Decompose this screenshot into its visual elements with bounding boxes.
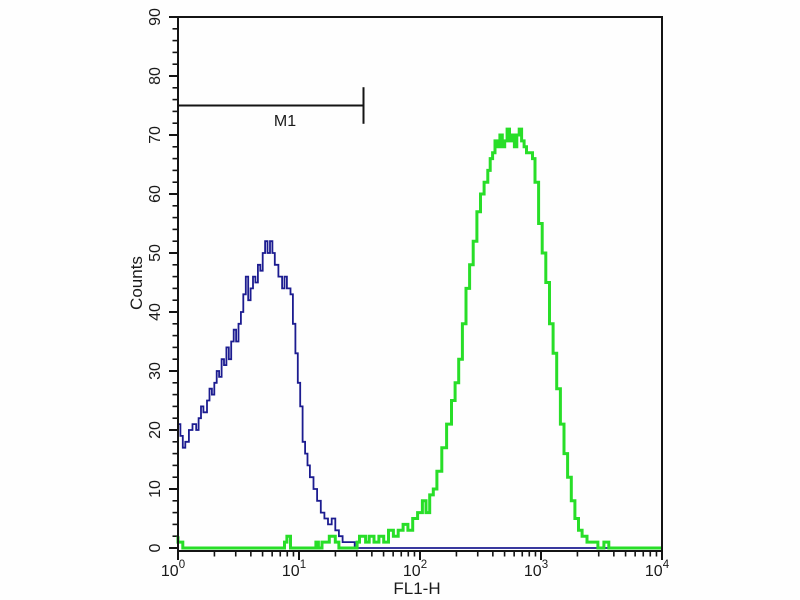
y-tick-label: 90	[147, 8, 164, 26]
y-tick-label: 70	[147, 126, 164, 144]
blue-negative-control-curve	[177, 16, 662, 549]
x-tick-label: 100	[161, 559, 185, 580]
green-positive-stain-curve	[176, 127, 662, 550]
y-tick-label: 30	[147, 362, 164, 380]
x-tick-label: 104	[645, 559, 670, 580]
x-tick-label: 102	[403, 559, 427, 580]
plot-frame	[177, 16, 663, 552]
y-tick-label: 20	[147, 421, 164, 439]
y-tick-label: 10	[147, 480, 164, 498]
x-tick-label: 101	[282, 559, 306, 580]
y-tick-label: 60	[147, 185, 164, 203]
y-tick-label: 50	[147, 244, 164, 262]
chart-generated-layer: 100 101 102 103 104 0 10 20 30 40 50 60 70 80 90	[147, 8, 670, 580]
y-tick-label: 80	[147, 67, 164, 85]
x-axis-title: FL1-H	[393, 579, 440, 598]
y-tick-label: 40	[147, 303, 164, 321]
y-tick-label: 0	[147, 543, 164, 552]
m1-gate-label: M1	[274, 113, 296, 130]
m1-gate-marker	[178, 87, 365, 124]
x-tick-label: 103	[524, 559, 548, 580]
y-axis-title: Counts	[127, 256, 146, 310]
